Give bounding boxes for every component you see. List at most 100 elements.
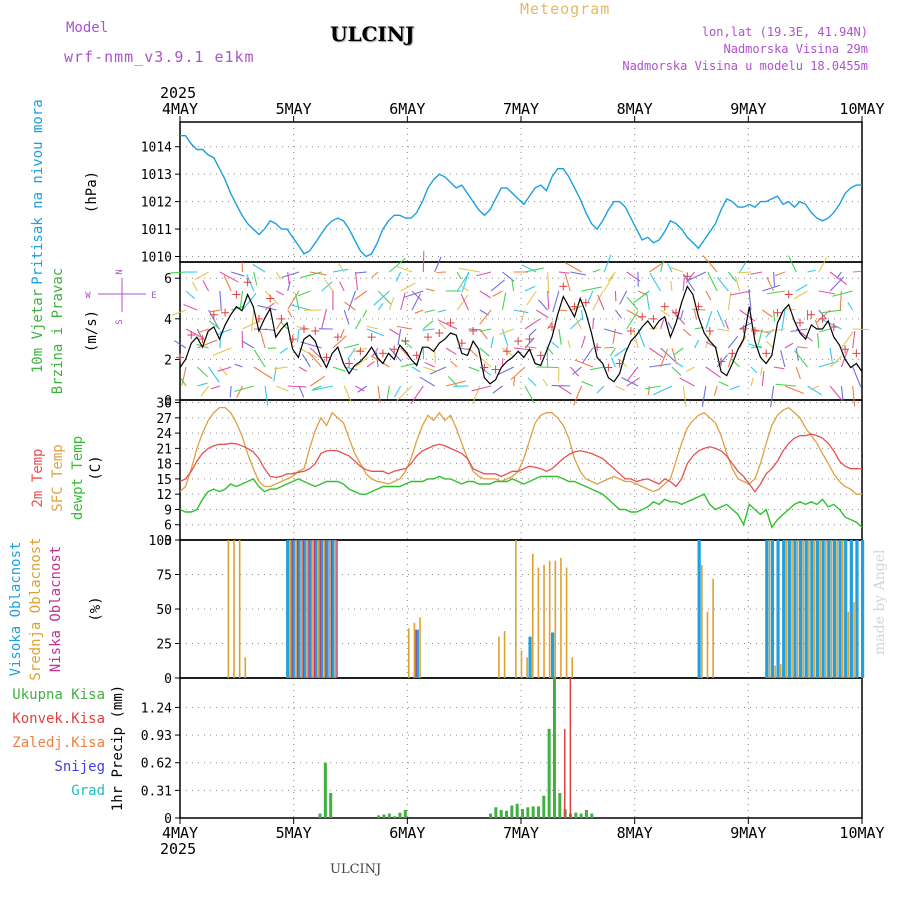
precip-total-bar	[393, 816, 397, 818]
wind-arrow	[590, 366, 605, 371]
wind-arrow	[818, 290, 836, 295]
precip-total-bar	[377, 815, 381, 818]
gust-marker	[818, 314, 827, 323]
wind-arrow	[357, 385, 368, 393]
wind-arrow	[750, 377, 754, 387]
precip-total-bar	[579, 813, 583, 818]
precip-conv-bar	[569, 678, 572, 818]
cloud-mid-bar	[825, 540, 827, 678]
wind-arrow	[847, 302, 854, 311]
wind-arrow	[682, 328, 692, 337]
wind-arrow	[536, 309, 549, 319]
wind-arrow	[458, 267, 480, 273]
wind-arrow	[766, 276, 775, 292]
wind-arrow	[492, 385, 503, 394]
wind-arrow	[592, 318, 595, 330]
cloud-mid-bar	[819, 540, 822, 678]
gust-marker	[852, 349, 861, 358]
gust-marker	[514, 337, 523, 346]
cloud-mid-bar	[537, 567, 540, 678]
cloud-mid-bar	[802, 540, 805, 678]
wind-arrow	[653, 385, 673, 396]
wind-arrow	[829, 347, 833, 362]
wind-arrow	[434, 256, 442, 273]
wind-arrow	[547, 347, 554, 355]
precip-total-bar	[505, 810, 509, 818]
wind-arrow	[479, 366, 492, 376]
wind-arrow	[649, 363, 671, 368]
wind-arrow	[351, 347, 367, 353]
cloud-mid-bar	[565, 567, 568, 678]
wind-arrow	[344, 343, 360, 349]
model-name: wrf-nmm_v3.9.1 e1km	[64, 48, 255, 66]
wind-arrow	[829, 355, 843, 368]
cloud-high-bars	[286, 540, 865, 678]
wind-arrow	[321, 308, 327, 330]
cloud-high-bar	[838, 540, 842, 678]
wind-arrow	[679, 377, 695, 387]
wind-arrow	[836, 271, 842, 280]
wind-arrow	[253, 271, 258, 286]
cloud-mid-bar	[836, 540, 838, 678]
wind-arrow	[619, 290, 628, 305]
wind-arrow	[648, 347, 664, 359]
wind-arrow	[208, 309, 220, 330]
wind-arrow	[840, 385, 844, 402]
wind-arrow	[410, 385, 424, 405]
wind-arrow	[447, 375, 458, 387]
wind-arrow	[780, 349, 786, 368]
wind-arrow	[795, 366, 801, 380]
cloud-mid-bar	[554, 560, 557, 678]
wind-unit: (m/s)	[84, 310, 100, 352]
wind-arrow	[569, 366, 580, 377]
wind-arrow	[332, 366, 346, 372]
precip-total-bars	[318, 678, 594, 818]
precip-total-bar	[531, 806, 535, 818]
wind-arrow	[686, 271, 707, 282]
wind-arrow	[784, 385, 805, 394]
wind-arrow	[592, 268, 601, 273]
wind-arrow	[389, 328, 400, 336]
wind-arrow	[498, 328, 514, 336]
gust-marker	[773, 308, 782, 317]
y-tick-label: 0.62	[141, 757, 172, 772]
wind-arrow	[615, 385, 625, 391]
wind-arrow	[649, 272, 662, 292]
wind-arrow	[673, 347, 684, 356]
cloud-mid-bar	[329, 540, 331, 678]
cloud-mid-bar	[317, 540, 320, 678]
cloud-high-bar	[821, 540, 825, 678]
wind-arrow	[705, 290, 712, 301]
gust-marker	[717, 357, 726, 366]
gust-marker	[333, 333, 342, 342]
wind-arrow	[818, 309, 827, 320]
cloud-high-bar	[810, 540, 814, 678]
cloud-mid-bar	[520, 650, 523, 678]
cloud-mid-bar	[808, 540, 810, 678]
precip-total-bar	[521, 809, 524, 818]
wind-arrow	[750, 366, 758, 374]
cloud-mid-bar	[841, 540, 844, 678]
precip-total-bar	[574, 812, 578, 818]
pressure-unit: (hPa)	[84, 171, 100, 213]
wind-arrow	[411, 366, 421, 373]
wind-arrow	[682, 385, 687, 408]
wind-arrow	[819, 328, 831, 333]
gust-marker	[424, 333, 432, 342]
wind-arrow	[276, 290, 284, 296]
y-tick-label: 0	[164, 394, 172, 409]
wind-arrow	[234, 385, 254, 393]
wind-arrow	[526, 290, 537, 306]
wind-arrow	[730, 290, 752, 296]
wind-arrow	[614, 347, 628, 357]
x-tick-label-bottom: 10MAY	[839, 824, 884, 842]
cloud-mid-bar	[526, 657, 528, 678]
wind-arrow	[784, 342, 794, 349]
wind-arrow	[660, 347, 676, 362]
gust-marker	[502, 347, 511, 356]
wind-arrow	[229, 385, 232, 398]
wind-arrow	[234, 363, 243, 368]
wind-arrow	[829, 276, 845, 292]
wind-arrow	[729, 385, 740, 391]
wind-arrow	[607, 271, 616, 282]
